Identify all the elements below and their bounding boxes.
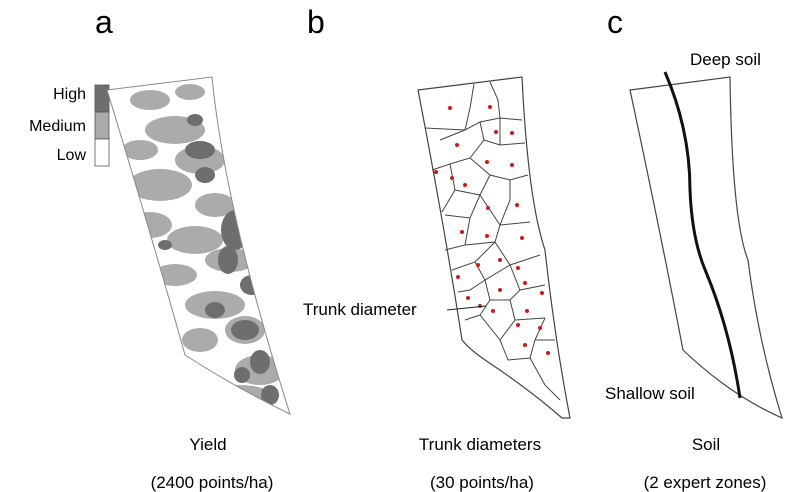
trunk-point — [510, 163, 514, 167]
trunk-point — [498, 258, 502, 262]
trunk-point — [476, 263, 480, 267]
subcaption-b: (30 points/ha) — [430, 473, 534, 492]
trunk-point — [498, 288, 502, 292]
caption-c: Soil — [692, 435, 720, 454]
trunk-point — [540, 291, 544, 295]
trunk-point — [485, 160, 489, 164]
trunk-point — [516, 323, 520, 327]
trunk-point — [546, 351, 550, 355]
panel-a: a High Medium Low — [29, 4, 291, 492]
panel-letter-a: a — [95, 4, 113, 40]
yield-map — [106, 76, 291, 415]
trunk-point — [455, 143, 459, 147]
trunk-point — [488, 105, 492, 109]
trunk-point — [491, 309, 495, 313]
caption-a: Yield — [189, 435, 226, 454]
trunk-diameter-leader — [446, 305, 487, 311]
subcaption-c: (2 expert zones) — [644, 473, 767, 492]
legend-swatch-high — [94, 84, 110, 113]
panel-b: b — [303, 4, 571, 492]
trunk-point — [516, 266, 520, 270]
trunk-point — [463, 183, 467, 187]
trunk-point — [523, 343, 527, 347]
trunk-point — [450, 176, 454, 180]
trunk-point — [515, 203, 519, 207]
legend-label-low: Low — [57, 147, 87, 164]
field-boundary-c — [629, 76, 783, 420]
trunk-points — [434, 105, 550, 355]
legend-swatch-low — [94, 138, 110, 167]
trunk-point — [523, 281, 527, 285]
trunk-point — [494, 130, 498, 134]
caption-b: Trunk diameters — [419, 435, 541, 454]
legend-swatch-medium — [94, 111, 110, 140]
soil-zone-boundary — [663, 71, 742, 399]
trunk-point — [466, 296, 470, 300]
trunk-point — [460, 230, 464, 234]
legend-label-high: High — [53, 86, 86, 103]
panel-c: c Deep soil Shallow soil Soil (2 expert … — [605, 4, 783, 492]
subcaption-a: (2400 points/ha) — [151, 473, 274, 492]
shallow-soil-label: Shallow soil — [605, 384, 695, 403]
trunk-point — [456, 275, 460, 279]
deep-soil-label: Deep soil — [690, 50, 761, 69]
trunk-point — [448, 106, 452, 110]
soil-map — [629, 71, 783, 420]
yield-legend: High Medium Low — [29, 84, 110, 167]
trunk-point — [485, 234, 489, 238]
panel-letter-b: b — [307, 4, 325, 40]
legend-label-medium: Medium — [29, 118, 86, 135]
voronoi-cells — [424, 81, 561, 401]
trunk-point — [538, 326, 542, 330]
field-boundary-b — [417, 76, 571, 419]
trunk-point — [520, 236, 524, 240]
trunk-point — [510, 131, 514, 135]
panel-letter-c: c — [607, 4, 623, 40]
trunk-point — [486, 206, 490, 210]
trunk-point — [434, 170, 438, 174]
voronoi-map — [417, 76, 571, 419]
trunk-point — [525, 309, 529, 313]
trunk-diameter-label: Trunk diameter — [303, 300, 417, 319]
